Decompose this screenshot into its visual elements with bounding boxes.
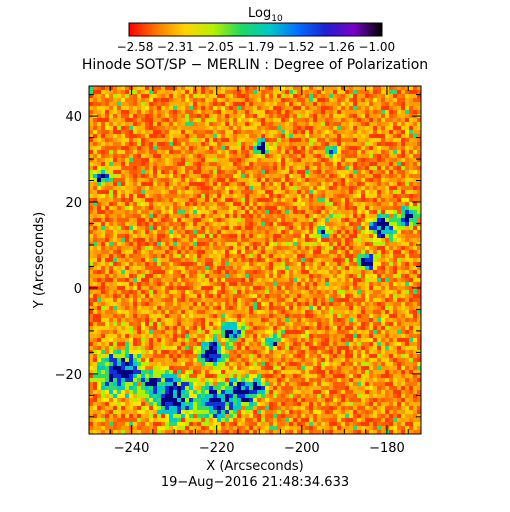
- x-tick-label: −220: [199, 441, 235, 456]
- y-tick-label: 20: [65, 196, 82, 211]
- y-tick-label: 0: [74, 282, 82, 297]
- y-tick-label: −20: [55, 368, 82, 383]
- colorbar-tick-label: −2.05: [197, 40, 234, 54]
- x-tick-label: −200: [284, 441, 320, 456]
- plot-frame: [88, 85, 422, 435]
- colorbar-tick-label: −1.00: [358, 40, 395, 54]
- x-tick-label: −240: [114, 441, 150, 456]
- y-tick-label: 40: [65, 110, 82, 125]
- colorbar-tick-label: −1.26: [318, 40, 355, 54]
- y-axis-label: Y (Arcseconds): [32, 212, 47, 309]
- colorbar-title: Log10: [248, 6, 283, 24]
- y-tick-labels: 40 20 0 −20: [55, 110, 82, 383]
- x-tick-label: −180: [369, 441, 405, 456]
- timestamp: 19−Aug−2016 21:48:34.633: [161, 475, 349, 490]
- colorbar-tick-labels: −2.58 −2.31 −2.05 −1.79 −1.52 −1.26 −1.00: [117, 40, 396, 54]
- colorbar-tick-label: −2.58: [117, 40, 154, 54]
- polarization-map: [89, 86, 421, 434]
- x-tick-labels: −240 −220 −200 −180: [114, 441, 405, 456]
- plot-title: Hinode SOT/SP − MERLIN : Degree of Polar…: [82, 57, 428, 73]
- colorbar-tick-label: −1.79: [238, 40, 275, 54]
- colorbar: [128, 22, 383, 37]
- x-axis-label: X (Arcseconds): [206, 459, 303, 474]
- colorbar-tick-label: −1.52: [278, 40, 315, 54]
- colorbar-tick-label: −2.31: [157, 40, 194, 54]
- axis-ticks: [88, 86, 421, 434]
